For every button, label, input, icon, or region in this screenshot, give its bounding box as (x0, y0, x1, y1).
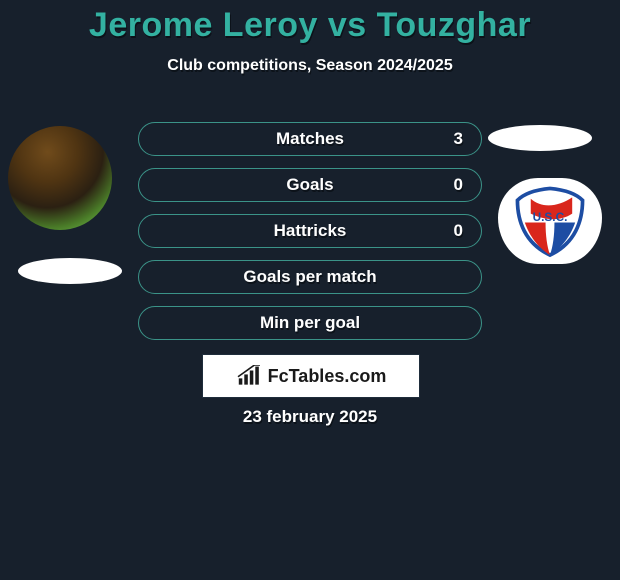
stat-value-right: 0 (454, 175, 463, 195)
stat-row: Goals per match (138, 260, 482, 294)
brand-label: FcTables.com (268, 366, 387, 387)
stat-label: Goals per match (243, 267, 376, 287)
stat-row: Matches 3 (138, 122, 482, 156)
stat-value-right: 0 (454, 221, 463, 241)
stat-label: Goals (286, 175, 333, 195)
player-right-avatar-oval (488, 125, 592, 151)
comparison-card: Jerome Leroy vs Touzghar Club competitio… (0, 0, 620, 580)
svg-text:U.S.C.: U.S.C. (533, 210, 568, 224)
stat-row: Min per goal (138, 306, 482, 340)
stat-pill: Hattricks 0 (138, 214, 482, 248)
club-crest-icon: U.S.C. (513, 184, 587, 258)
player-left-avatar (8, 126, 112, 230)
player-right-club-badge: U.S.C. (498, 178, 602, 264)
stat-pill: Goals per match (138, 260, 482, 294)
stat-row: Goals 0 (138, 168, 482, 202)
bar-chart-icon (236, 365, 262, 387)
stat-label: Hattricks (274, 221, 347, 241)
comparison-date: 23 february 2025 (0, 407, 620, 427)
player-left-club-oval (18, 258, 122, 284)
stat-pill: Min per goal (138, 306, 482, 340)
stat-label: Min per goal (260, 313, 360, 333)
stat-row: Hattricks 0 (138, 214, 482, 248)
page-title: Jerome Leroy vs Touzghar (0, 0, 620, 45)
stat-pill: Goals 0 (138, 168, 482, 202)
stat-pill: Matches 3 (138, 122, 482, 156)
brand-box[interactable]: FcTables.com (202, 354, 420, 398)
stat-value-right: 3 (454, 129, 463, 149)
page-subtitle: Club competitions, Season 2024/2025 (0, 57, 620, 75)
stat-label: Matches (276, 129, 344, 149)
